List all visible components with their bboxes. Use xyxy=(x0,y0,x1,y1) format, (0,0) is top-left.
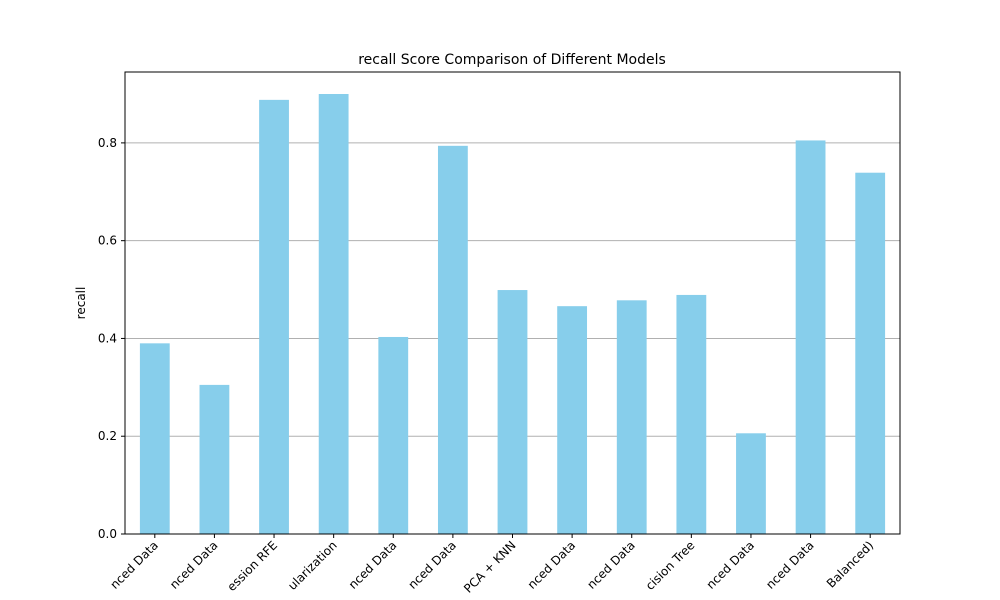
bar xyxy=(557,306,588,534)
bar xyxy=(497,290,528,534)
x-tick-label: nced Data xyxy=(405,538,459,592)
bar xyxy=(676,294,707,534)
bars xyxy=(139,94,886,535)
x-tick-label: ularization xyxy=(285,538,340,593)
x-axis-ticks: nced Data nced Data ession RFE ularization n… xyxy=(107,534,876,596)
bar xyxy=(616,300,647,534)
bar xyxy=(318,94,349,534)
chart-title: recall Score Comparison of Different Mod… xyxy=(358,52,666,68)
y-axis-ticks: 0.0 0.2 0.4 0.6 0.8 xyxy=(98,136,125,541)
x-tick-label: cision Tree xyxy=(643,538,698,593)
x-tick-label: nced Data xyxy=(704,538,758,592)
bar xyxy=(378,336,409,534)
x-tick-label: nced Data xyxy=(584,538,638,592)
bar xyxy=(437,145,468,535)
bar xyxy=(139,343,170,534)
x-tick-label: ession RFE xyxy=(224,538,280,594)
bar xyxy=(855,172,886,534)
bar xyxy=(199,384,230,534)
bar xyxy=(736,433,766,534)
y-tick-label: 0.8 xyxy=(98,136,117,150)
x-tick-label: nced Data xyxy=(167,538,221,592)
y-axis-title: recall xyxy=(74,287,88,320)
x-tick-label: PCA + KNN xyxy=(461,538,519,596)
x-tick-label: nced Data xyxy=(346,538,400,592)
bar xyxy=(795,140,826,534)
y-tick-label: 0.4 xyxy=(98,331,117,345)
x-tick-label: nced Data xyxy=(525,538,579,592)
y-tick-label: 0.6 xyxy=(98,234,117,248)
bar xyxy=(259,99,289,534)
x-tick-label: nced Data xyxy=(107,538,161,592)
y-tick-label: 0.2 xyxy=(98,429,117,443)
x-tick-label: nced Data xyxy=(763,538,817,592)
y-tick-label: 0.0 xyxy=(98,527,117,541)
x-tick-label: Balanced) xyxy=(824,538,876,590)
